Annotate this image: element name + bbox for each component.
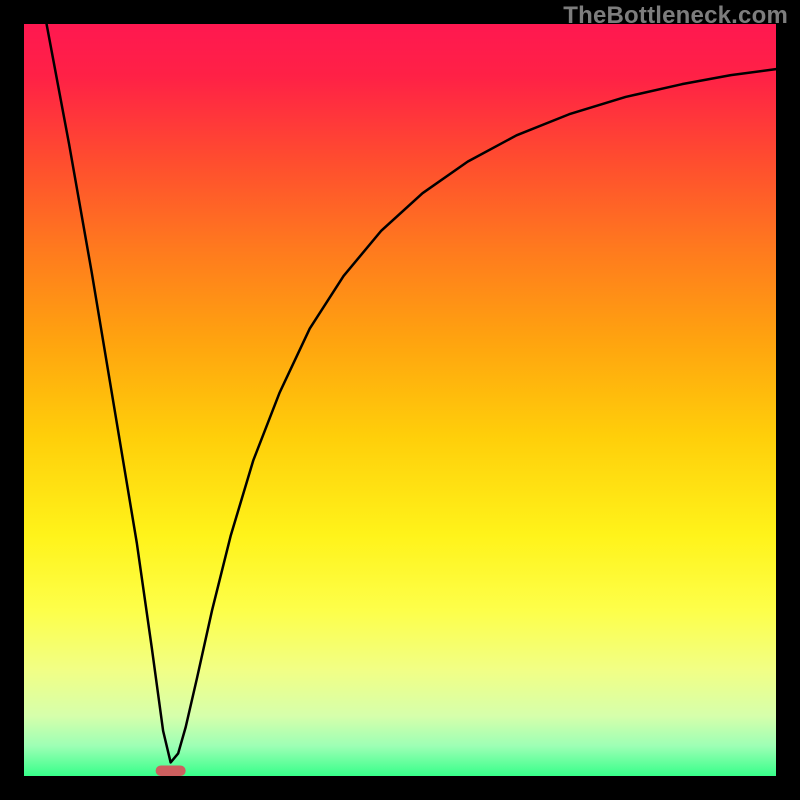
chart-frame: TheBottleneck.com — [0, 0, 800, 800]
optimum-marker — [156, 765, 186, 776]
plot-background — [24, 24, 776, 776]
watermark-text: TheBottleneck.com — [563, 2, 788, 30]
bottleneck-chart — [0, 0, 800, 800]
